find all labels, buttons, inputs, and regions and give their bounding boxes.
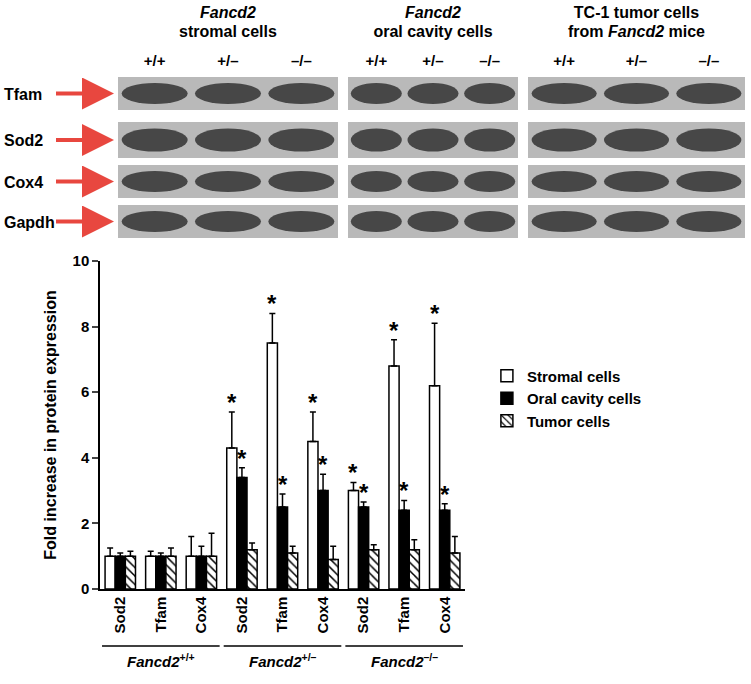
- svg-text:Stromal cells: Stromal cells: [527, 368, 620, 385]
- svg-text:Fold increase in protein expre: Fold increase in protein expression: [42, 290, 59, 559]
- svg-text:Cox4: Cox4: [4, 174, 43, 191]
- svg-text:–/–: –/–: [698, 52, 719, 69]
- svg-text:*: *: [348, 459, 358, 486]
- svg-text:Sod2: Sod2: [233, 597, 250, 634]
- svg-text:4: 4: [81, 449, 90, 466]
- svg-text:*: *: [308, 389, 318, 416]
- svg-text:–/–: –/–: [479, 52, 500, 69]
- svg-text:–/–: –/–: [291, 52, 312, 69]
- svg-text:2: 2: [81, 515, 89, 532]
- svg-text:*: *: [318, 451, 328, 478]
- svg-text:Fancd2​–/–​: Fancd2​–/–​: [371, 651, 438, 670]
- svg-text:Fancd2: Fancd2: [200, 4, 256, 21]
- svg-text:+/–: +/–: [217, 52, 238, 69]
- svg-text:*: *: [278, 471, 288, 498]
- svg-text:0: 0: [81, 580, 89, 597]
- svg-text:+/–: +/–: [626, 52, 647, 69]
- svg-text:+/+: +/+: [144, 52, 166, 69]
- svg-text:stromal cells: stromal cells: [179, 23, 277, 40]
- svg-text:Tumor cells: Tumor cells: [527, 413, 610, 430]
- svg-text:Tfam: Tfam: [273, 597, 290, 633]
- svg-text:Fancd2​+/–​: Fancd2​+/–​: [249, 651, 317, 670]
- svg-text:*: *: [359, 479, 369, 506]
- svg-text:10: 10: [73, 252, 90, 269]
- svg-text:*: *: [389, 317, 399, 344]
- svg-text:Tfam: Tfam: [4, 86, 42, 103]
- svg-text:8: 8: [81, 318, 89, 335]
- svg-text:*: *: [267, 290, 277, 317]
- svg-text:Fancd2​+/+​: Fancd2​+/+​: [127, 651, 195, 670]
- svg-text:Tfam: Tfam: [152, 597, 169, 633]
- svg-text:6: 6: [81, 383, 89, 400]
- svg-text:oral cavity cells: oral cavity cells: [373, 23, 492, 40]
- svg-text:Cox4: Cox4: [192, 596, 209, 633]
- svg-text:Cox4: Cox4: [314, 596, 331, 633]
- svg-text:+/–: +/–: [422, 52, 443, 69]
- svg-text:*: *: [399, 477, 409, 504]
- svg-text:+/+: +/+: [365, 52, 387, 69]
- svg-text:Gapdh: Gapdh: [4, 214, 55, 231]
- svg-text:TC-1 tumor cells: TC-1 tumor cells: [574, 4, 699, 21]
- svg-text:Sod2: Sod2: [111, 597, 128, 634]
- svg-text:*: *: [440, 481, 450, 508]
- svg-text:*: *: [227, 389, 237, 416]
- svg-text:Sod2: Sod2: [4, 132, 43, 149]
- svg-text:Oral cavity cells: Oral cavity cells: [527, 390, 641, 407]
- svg-text:*: *: [237, 445, 247, 472]
- svg-text:Sod2: Sod2: [354, 597, 371, 634]
- svg-text:+/+: +/+: [553, 52, 575, 69]
- svg-text:Tfam: Tfam: [395, 597, 412, 633]
- svg-text:Fancd2: Fancd2: [405, 4, 461, 21]
- svg-text:*: *: [430, 300, 440, 327]
- svg-text:Cox4: Cox4: [436, 596, 453, 633]
- svg-text:from Fancd2 mice: from Fancd2 mice: [568, 23, 705, 40]
